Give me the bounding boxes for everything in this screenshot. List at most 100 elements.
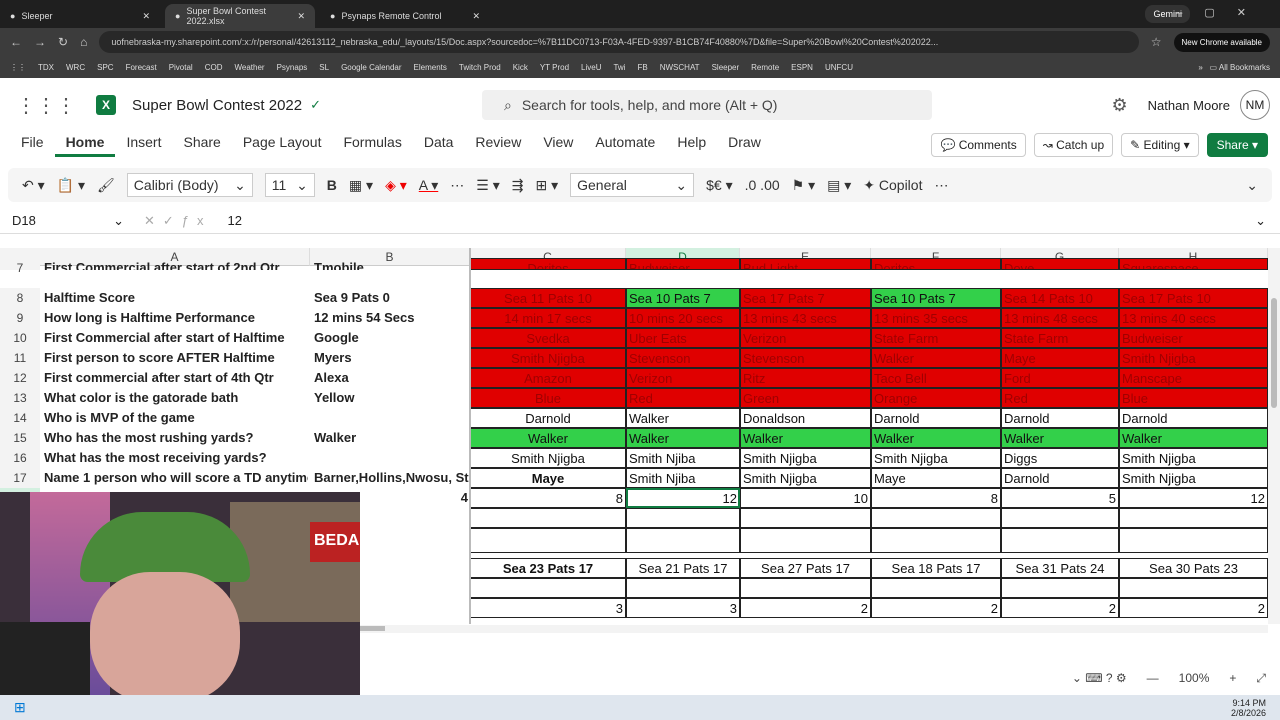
- format-painter-icon[interactable]: 🖌: [97, 176, 115, 193]
- answer-cell[interactable]: Alexa: [314, 370, 349, 385]
- wrap-icon[interactable]: ⇶: [511, 176, 524, 193]
- bookmark-item[interactable]: Forecast: [125, 62, 157, 72]
- entry-cell[interactable]: Uber Eats: [626, 328, 740, 348]
- bookmark-item[interactable]: Google Calendar: [341, 62, 402, 72]
- bookmark-item[interactable]: YT Prod: [539, 62, 570, 72]
- bookmark-item[interactable]: Sleeper: [711, 62, 740, 72]
- question-label[interactable]: Halftime Score: [44, 290, 136, 305]
- entry-cell[interactable]: Donaldson: [740, 408, 871, 428]
- entry-cell[interactable]: Darnold: [1001, 408, 1119, 428]
- entry-cell[interactable]: Smith Njigba: [470, 348, 626, 368]
- more-options-icon[interactable]: ⋯: [934, 176, 949, 193]
- row-header[interactable]: 9: [0, 308, 40, 328]
- row-header[interactable]: 12: [0, 368, 40, 388]
- row-header[interactable]: 16: [0, 448, 40, 468]
- ribbon-tab-automate[interactable]: Automate: [595, 133, 656, 150]
- entry-cell[interactable]: 2: [1001, 598, 1119, 618]
- font-size-select[interactable]: 11 ⌄: [264, 173, 315, 197]
- entry-cell[interactable]: Doritos: [470, 258, 626, 270]
- horizontal-scrollbar[interactable]: [360, 625, 1268, 633]
- entry-cell[interactable]: Smith Njigba: [740, 448, 871, 468]
- bookmark-item[interactable]: LiveU: [581, 62, 602, 72]
- entry-cell[interactable]: Smith Njigba: [1119, 348, 1268, 368]
- bookmark-item[interactable]: UNFCU: [824, 62, 853, 72]
- entry-cell[interactable]: 2: [871, 598, 1001, 618]
- entry-cell[interactable]: Walker: [626, 428, 740, 448]
- share-button[interactable]: Share ▾: [1206, 133, 1268, 157]
- entry-cell[interactable]: Dove: [1001, 258, 1119, 270]
- row-header[interactable]: 10: [0, 328, 40, 348]
- ribbon-tab-help[interactable]: Help: [677, 133, 707, 150]
- bookmark-item[interactable]: ESPN: [791, 62, 813, 72]
- entry-cell[interactable]: Blue: [1119, 388, 1268, 408]
- bookmark-item[interactable]: Psynaps: [276, 62, 308, 72]
- entry-cell[interactable]: Orange: [871, 388, 1001, 408]
- entry-cell[interactable]: Darnold: [1119, 408, 1268, 428]
- answer-cell[interactable]: Tmobile: [314, 260, 364, 270]
- entry-cell[interactable]: Sea 21 Pats 17: [626, 558, 740, 578]
- entry-cell[interactable]: [871, 578, 1001, 598]
- document-title[interactable]: Super Bowl Contest 2022: [132, 96, 303, 114]
- entry-cell[interactable]: [740, 528, 871, 553]
- window-controls[interactable]: –▢✕: [1176, 7, 1268, 19]
- entry-cell[interactable]: Walker: [1119, 428, 1268, 448]
- entry-cell[interactable]: Blue: [470, 388, 626, 408]
- ribbon-tab-draw[interactable]: Draw: [728, 133, 761, 150]
- entry-cell[interactable]: Red: [1001, 388, 1119, 408]
- entry-cell[interactable]: State Farm: [1001, 328, 1119, 348]
- formula-actions[interactable]: ✕✓ƒx: [144, 212, 212, 228]
- entry-cell[interactable]: [871, 508, 1001, 528]
- question-label[interactable]: Name 1 person who will score a TD anytim…: [44, 470, 308, 485]
- answer-cell[interactable]: Myers: [314, 350, 352, 365]
- entry-cell[interactable]: Squarespace: [1119, 258, 1268, 270]
- entry-cell[interactable]: Stevenson: [740, 348, 871, 368]
- undo-icon[interactable]: ↶ ▾: [22, 176, 45, 193]
- entry-cell[interactable]: Smith Njigba: [1119, 448, 1268, 468]
- entry-cell[interactable]: Sea 11 Pats 10: [470, 288, 626, 308]
- row-header[interactable]: 14: [0, 408, 40, 428]
- answer-cell[interactable]: [312, 448, 470, 468]
- question-label[interactable]: Who has the most rushing yards?: [44, 430, 254, 445]
- row-header[interactable]: 13: [0, 388, 40, 408]
- entry-cell[interactable]: 3: [470, 598, 626, 618]
- home-icon[interactable]: ⌂: [80, 35, 88, 49]
- entry-cell[interactable]: Doritos: [871, 258, 1001, 270]
- row-header[interactable]: 11: [0, 348, 40, 368]
- forward-icon[interactable]: →: [34, 35, 46, 49]
- entry-cell[interactable]: [1001, 508, 1119, 528]
- entry-cell[interactable]: Amazon: [470, 368, 626, 388]
- entry-cell[interactable]: [1001, 578, 1119, 598]
- answer-cell[interactable]: Walker: [314, 430, 357, 445]
- entry-cell[interactable]: Smith Njigba: [871, 448, 1001, 468]
- start-icon[interactable]: ⊞: [14, 699, 26, 715]
- vertical-scrollbar[interactable]: [1268, 248, 1280, 624]
- entry-cell[interactable]: Smith Njigba: [1119, 468, 1268, 488]
- entry-cell[interactable]: Maye: [1001, 348, 1119, 368]
- entry-cell[interactable]: [470, 528, 626, 553]
- conditional-format-icon[interactable]: ⚑ ▾: [791, 176, 816, 193]
- entry-cell[interactable]: 2: [740, 598, 871, 618]
- ribbon-tab-page-layout[interactable]: Page Layout: [242, 133, 322, 150]
- entry-cell[interactable]: [626, 508, 740, 528]
- bookmark-item[interactable]: COD: [204, 62, 223, 72]
- table-format-icon[interactable]: ▤ ▾: [827, 176, 852, 193]
- entry-cell[interactable]: Sea 17 Pats 10: [1119, 288, 1268, 308]
- status-icons[interactable]: ⌄ ⌨ ? ⚙: [1071, 671, 1127, 685]
- entry-cell[interactable]: [1119, 508, 1268, 528]
- zoom-level[interactable]: 100%: [1178, 671, 1210, 685]
- question-label[interactable]: First Commercial after start of 2nd Qtr: [44, 260, 280, 270]
- clock[interactable]: 9:14 PM 2/8/2026: [1230, 697, 1266, 718]
- entry-cell[interactable]: [626, 528, 740, 553]
- close-tab-icon[interactable]: ✕: [472, 10, 480, 21]
- number-format-select[interactable]: General ⌄: [570, 173, 695, 197]
- answer-cell[interactable]: 12 mins 54 Secs: [314, 310, 415, 325]
- entry-cell[interactable]: 10 mins 20 secs: [626, 308, 740, 328]
- spreadsheet-grid[interactable]: A B C D E F G H 7 First Commercial after start of…: [0, 248, 1268, 624]
- app-launcher-icon[interactable]: ⋮⋮⋮: [16, 94, 76, 117]
- entry-cell[interactable]: Sea 10 Pats 7: [871, 288, 1001, 308]
- entry-cell[interactable]: Walker: [740, 428, 871, 448]
- entry-cell[interactable]: [470, 578, 626, 598]
- entry-cell[interactable]: [1119, 528, 1268, 553]
- browser-tab[interactable]: ● Super Bowl Contest 2022.xlsx ✕: [165, 4, 315, 28]
- entry-cell[interactable]: [626, 578, 740, 598]
